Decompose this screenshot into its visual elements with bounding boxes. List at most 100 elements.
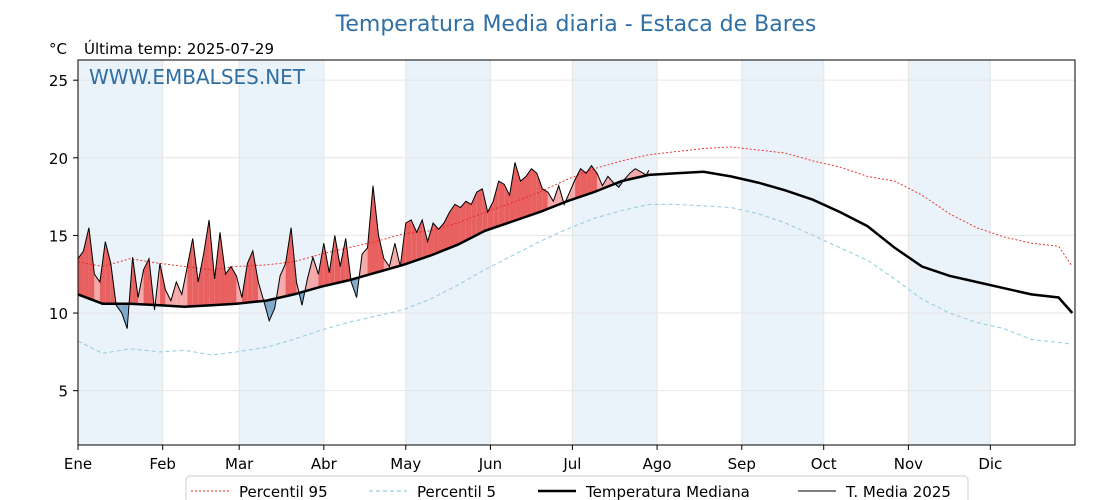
anomaly-fill <box>449 204 455 248</box>
anomaly-fill <box>323 243 330 287</box>
anomaly-fill <box>509 162 516 223</box>
anomaly-fill <box>520 176 526 219</box>
anomaly-fill <box>575 168 581 199</box>
month-band <box>572 60 658 445</box>
legend-label: T. Media 2025 <box>845 483 951 500</box>
anomaly-fill <box>438 223 445 253</box>
anomaly-fill <box>383 258 390 271</box>
anomaly-fill <box>629 168 636 180</box>
anomaly-fills <box>78 162 649 329</box>
anomaly-fill <box>252 250 259 303</box>
anomaly-fill <box>269 298 275 321</box>
anomaly-fill <box>373 185 379 274</box>
anomaly-fill <box>280 263 286 298</box>
plot-frame <box>77 59 1076 446</box>
anomaly-fill <box>569 179 576 201</box>
chart-title: Temperatura Media diaria - Estaca de Bar… <box>335 12 817 37</box>
anomaly-fill <box>542 188 548 212</box>
anomaly-fill <box>176 281 182 307</box>
legend: Percentil 95 Percentil 5 Temperatura Media… <box>185 475 969 500</box>
x-tick-label: Mar <box>225 455 254 473</box>
anomaly-fill <box>318 243 324 288</box>
anomaly-fill <box>465 201 472 241</box>
anomaly-fill <box>340 238 346 283</box>
anomaly-fill <box>121 303 128 329</box>
x-tick-label: Feb <box>149 455 176 473</box>
month-band <box>908 60 991 445</box>
month-bands <box>78 60 991 445</box>
anomaly-fill <box>596 173 603 191</box>
legend-label: Temperatura Mediana <box>585 483 750 500</box>
anomaly-fill <box>165 289 171 306</box>
anomaly-fill <box>482 188 488 233</box>
y-tick-label: 15 <box>49 227 68 245</box>
y-tick-label: 25 <box>49 72 68 90</box>
anomaly-fill <box>444 212 450 251</box>
anomaly-fill <box>99 241 106 304</box>
anomaly-fill <box>433 223 439 255</box>
anomaly-fill <box>181 266 188 307</box>
legend-box <box>185 475 969 500</box>
x-tick-label: Jul <box>562 455 581 473</box>
anomaly-fill <box>498 181 505 227</box>
anomaly-fill <box>378 235 384 272</box>
anomaly-fill <box>471 191 477 238</box>
anomaly-fill <box>487 201 494 230</box>
x-tick-label: Jun <box>478 455 502 473</box>
x-tick-label: Oct <box>811 455 837 473</box>
anomaly-fill <box>143 258 150 305</box>
anomaly-fill <box>362 247 368 277</box>
watermark: WWW.EMBALSES.NET <box>89 65 306 89</box>
anomaly-fill <box>536 173 543 214</box>
legend-label: Percentil 5 <box>417 483 496 500</box>
anomaly-fill <box>187 238 193 307</box>
legend-label: Percentil 95 <box>239 483 328 500</box>
anomaly-fill <box>591 165 597 193</box>
x-axis-ticks: Ene Feb Mar Abr May Jun Jul Ago Sep Oct Nov Dic <box>64 445 1002 473</box>
x-tick-label: May <box>390 455 421 473</box>
anomaly-fill <box>580 168 587 197</box>
unit-label: °C <box>49 40 67 58</box>
last-temp-label: Última temp: 2025-07-29 <box>84 39 274 58</box>
median-line <box>77 170 1074 314</box>
anomaly-fill <box>476 188 483 235</box>
anomaly-fill <box>94 274 100 303</box>
anomaly-fill <box>547 191 554 209</box>
anomaly-fill <box>493 181 499 228</box>
y-axis-ticks: 5 10 15 20 25 <box>49 72 78 401</box>
x-tick-label: Sep <box>728 455 756 473</box>
anomaly-fill <box>312 257 319 289</box>
current-year-line <box>77 162 650 329</box>
anomaly-fill <box>105 241 111 304</box>
x-tick-label: Ene <box>64 455 92 473</box>
anomaly-fill <box>405 219 412 264</box>
anomaly-fill <box>307 257 313 291</box>
anomaly-fill <box>220 232 226 305</box>
anomaly-fill <box>192 238 199 307</box>
x-tick-label: Nov <box>894 455 923 473</box>
x-tick-label: Abr <box>311 455 338 473</box>
anomaly-fill <box>203 219 210 306</box>
anomaly-fill <box>209 219 215 306</box>
anomaly-fill <box>531 168 537 215</box>
anomaly-fill <box>334 235 341 284</box>
anomaly-fill <box>504 184 510 225</box>
anomaly-fill <box>247 250 253 303</box>
anomaly-fill <box>367 185 374 276</box>
percentil-95-line <box>77 146 1073 271</box>
x-tick-label: Dic <box>978 455 1002 473</box>
anomaly-fill <box>460 201 466 244</box>
month-band <box>741 60 824 445</box>
anomaly-fill <box>454 204 461 246</box>
percentil-5-line <box>77 203 1073 356</box>
y-tick-label: 10 <box>49 305 68 323</box>
anomaly-fill <box>635 168 641 178</box>
y-tick-label: 20 <box>49 150 68 168</box>
series-lines <box>77 146 1074 356</box>
anomaly-fill <box>525 168 532 217</box>
anomaly-fill <box>230 266 237 305</box>
anomaly-fill <box>586 165 592 195</box>
anomaly-fill <box>422 219 428 259</box>
anomaly-fill <box>159 263 166 306</box>
